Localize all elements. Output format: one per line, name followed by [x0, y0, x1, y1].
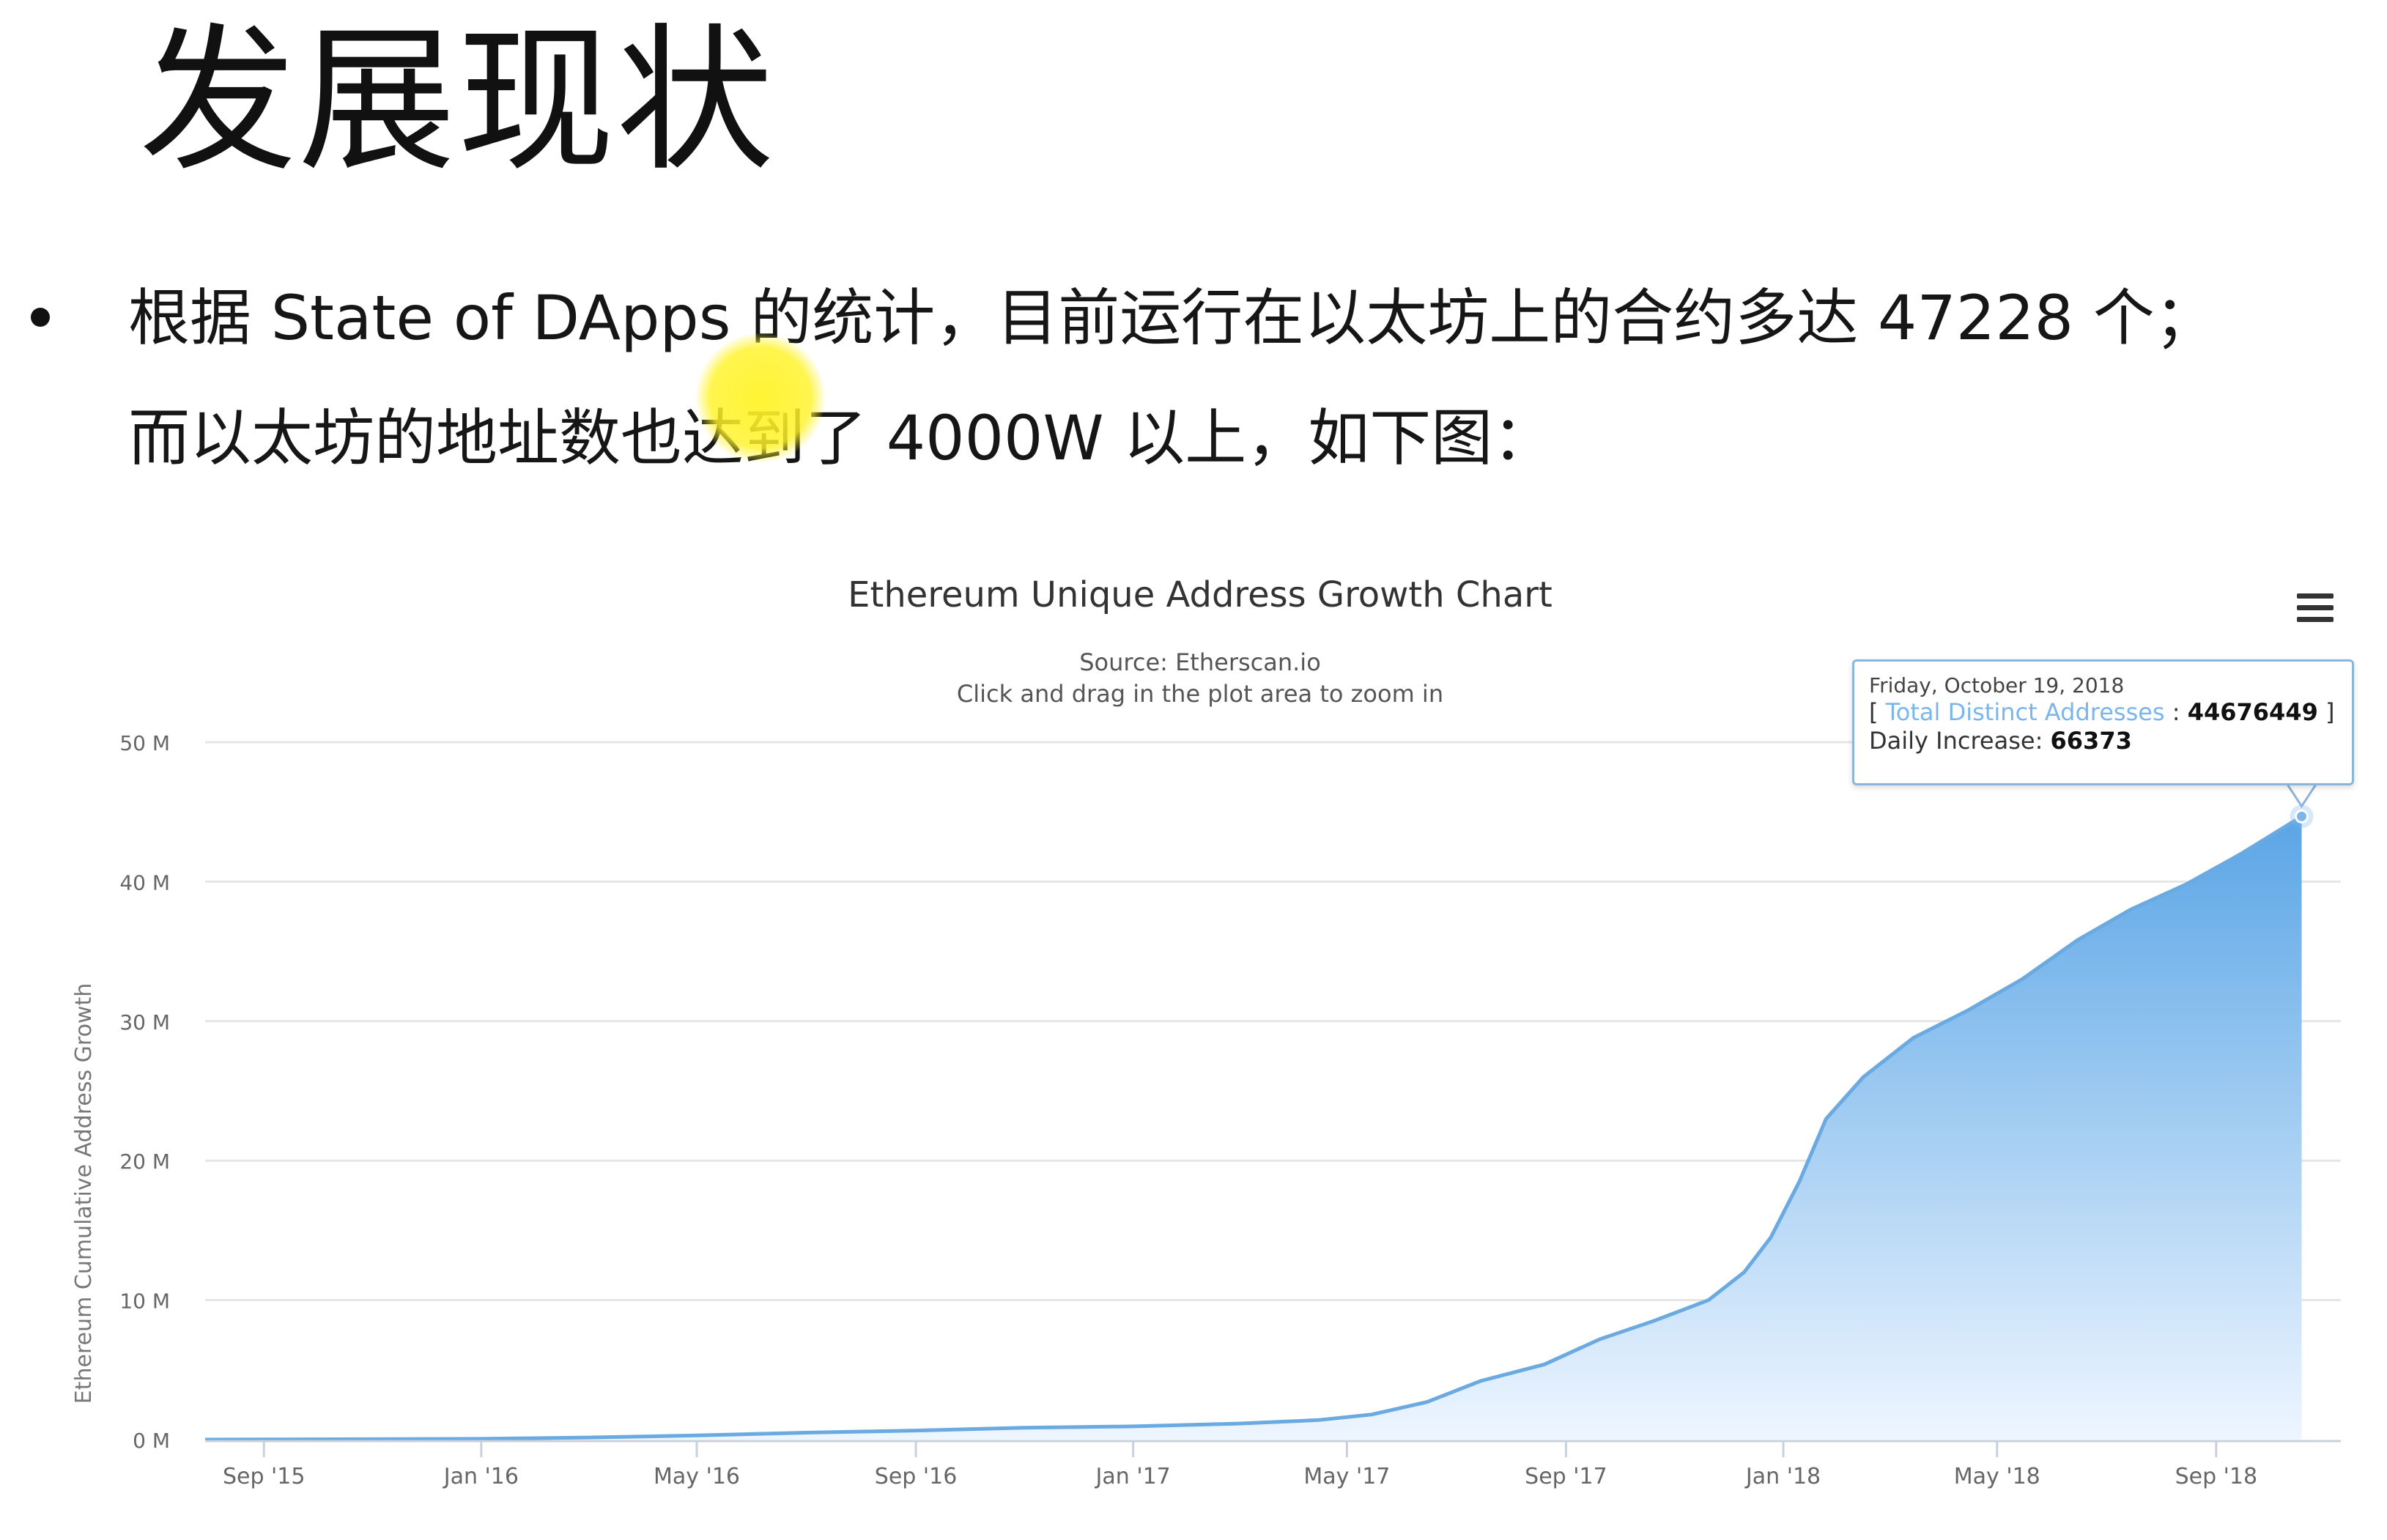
chart-title: Ethereum Unique Address Growth Chart — [848, 574, 1553, 615]
y-axis-title: Ethereum Cumulative Address Growth — [71, 983, 97, 1404]
series-line[interactable] — [204, 815, 2303, 1442]
chart-svg[interactable]: 0 M 10 M 20 M 30 M 40 M 50 M Sep '15 Jan '16 Ma… — [0, 557, 2387, 1540]
tooltip-bracket-open: [ — [1869, 698, 1879, 727]
chart-subtitle-source: Source: Etherscan.io — [1079, 648, 1321, 676]
y-tick-label: 40 M — [119, 870, 170, 895]
tooltip-pointer — [2284, 782, 2319, 809]
chart-context-menu-button[interactable] — [2297, 593, 2334, 627]
hover-point-dot[interactable] — [2295, 809, 2309, 823]
tooltip-daily-label: Daily Increase: — [1869, 727, 2043, 755]
tooltip-series-line: [ Total Distinct Addresses : 44676449 ] — [1869, 698, 2337, 727]
x-tick-label: May '17 — [1303, 1464, 1390, 1489]
chart-container[interactable]: 0 M 10 M 20 M 30 M 40 M 50 M Sep '15 Jan '16 Ma… — [0, 557, 2387, 1540]
bullet-dot — [31, 308, 50, 327]
body-text-line-2: 而以太坊的地址数也达到了 4000W 以上，如下图： — [128, 402, 1555, 474]
y-tick-label: 50 M — [119, 731, 170, 755]
x-tick-label: May '18 — [1954, 1464, 2040, 1489]
hamburger-icon-bar — [2297, 617, 2334, 622]
slide-title: 发展现状 — [139, 9, 775, 193]
chart-subtitle-hint: Click and drag in the plot area to zoom … — [957, 680, 1443, 708]
x-tick-label: Sep '18 — [2175, 1464, 2258, 1489]
x-tick-label: Jan '18 — [1744, 1464, 1821, 1489]
y-tick-label: 20 M — [119, 1150, 170, 1174]
x-tick-label: Sep '15 — [223, 1464, 306, 1489]
hamburger-icon-bar — [2297, 605, 2334, 610]
x-axis-ticks: Sep '15 Jan '16 May '16 Sep '16 Jan '17 May '… — [223, 1441, 2257, 1489]
tooltip-date: Friday, October 19, 2018 — [1869, 673, 2125, 697]
x-tick-label: Sep '17 — [1525, 1464, 1607, 1489]
x-tick-label: Jan '16 — [443, 1464, 519, 1489]
x-tick-label: May '16 — [654, 1464, 740, 1489]
hover-point-marker[interactable] — [2290, 804, 2314, 829]
tooltip-daily-line: Daily Increase: 66373 — [1869, 727, 2337, 755]
y-tick-label: 30 M — [119, 1010, 170, 1034]
tooltip-series-name: Total Distinct Addresses — [1885, 698, 2165, 727]
series-area-fill[interactable] — [205, 816, 2302, 1440]
x-tick-label: Jan '17 — [1095, 1464, 1171, 1489]
series-total-distinct-addresses[interactable] — [204, 815, 2303, 1442]
tooltip-series-value: 44676449 — [2187, 698, 2318, 727]
tooltip-separator: : — [2172, 698, 2180, 727]
y-tick-label: 0 M — [133, 1429, 170, 1453]
y-tick-label: 10 M — [119, 1289, 170, 1314]
y-axis-ticks: 0 M 10 M 20 M 30 M 40 M 50 M — [119, 731, 170, 1453]
x-tick-label: Sep '16 — [875, 1464, 958, 1489]
tooltip-daily-value: 66373 — [2050, 727, 2132, 755]
body-text-line-1: 根据 State of DApps 的统计，目前运行在以太坊上的合约多达 472… — [128, 282, 2216, 354]
hamburger-icon-bar — [2297, 593, 2334, 599]
tooltip-bracket-close: ] — [2325, 698, 2335, 727]
chart-tooltip: Friday, October 19, 2018 [ Total Distinc… — [1852, 659, 2354, 785]
